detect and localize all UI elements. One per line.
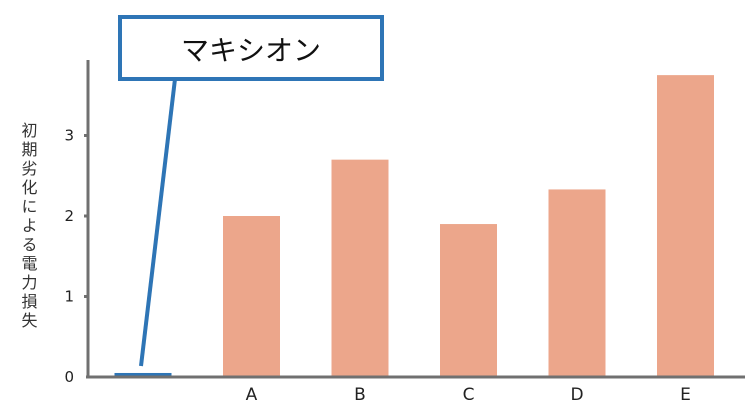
bar-B: [331, 159, 389, 377]
y-tick-label-2: 2: [64, 207, 74, 225]
y-tick-label-1: 1: [64, 288, 74, 306]
y-ticks-group: 0 1 2 3: [64, 127, 89, 386]
x-tick-label-D: D: [570, 385, 583, 402]
bar-A: [223, 216, 280, 377]
callout-label: マキシオン: [181, 34, 321, 67]
callout-leader-line: [139, 78, 177, 367]
bar-E: [657, 75, 714, 377]
y-tick-label-3: 3: [64, 127, 74, 145]
y-axis-label: 初期劣化による電力損失: [19, 122, 38, 331]
bar-D: [548, 189, 606, 377]
bar-unlabeled: [114, 372, 172, 377]
callout-annotation: マキシオン: [118, 15, 384, 367]
bar-C: [440, 224, 497, 377]
x-tick-label-C: C: [463, 385, 475, 402]
callout-box: [118, 15, 384, 81]
x-tick-label-E: E: [680, 385, 691, 402]
x-tick-label-A: A: [246, 385, 258, 402]
x-tick-labels-group: A B C D E: [246, 385, 691, 402]
bars-group: [114, 75, 714, 377]
y-tick-label-0: 0: [64, 368, 74, 386]
x-tick-label-B: B: [354, 385, 366, 402]
